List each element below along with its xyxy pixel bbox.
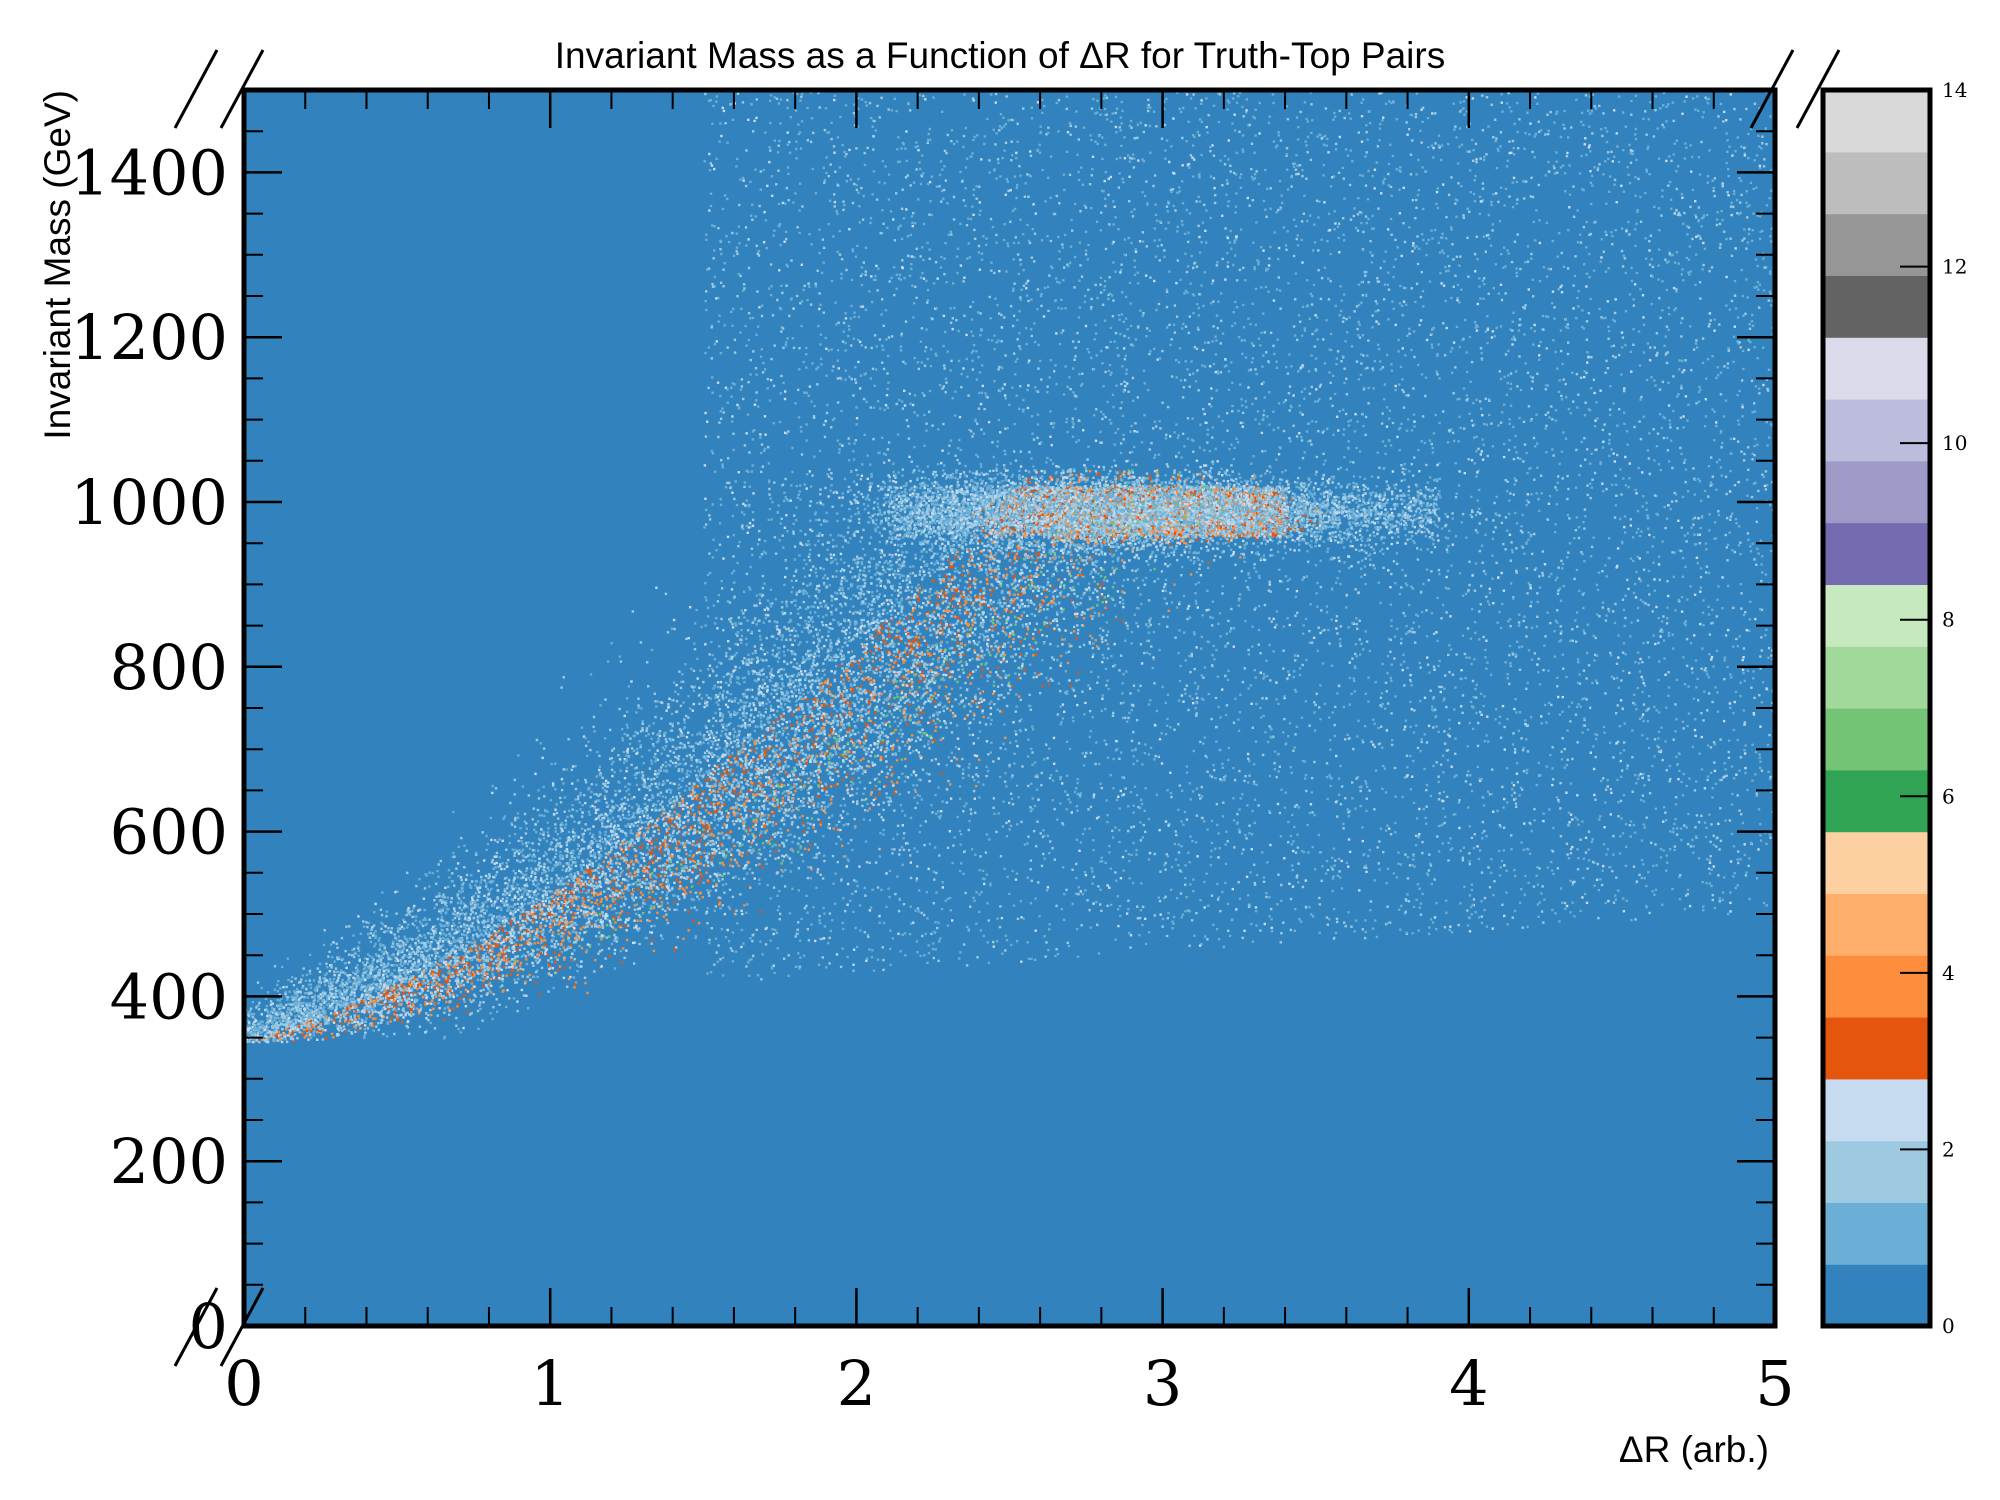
y-axis-label: Invariant Mass (GeV) (37, 90, 78, 440)
colorbar-segment (1823, 770, 1930, 832)
plot-area (244, 90, 1775, 1326)
colorbar-segment (1823, 461, 1930, 523)
y-tick-label: 1200 (70, 301, 228, 374)
colorbar-segment (1823, 646, 1930, 708)
colorbar-tick-label: 14 (1942, 78, 1967, 102)
colorbar-segment (1823, 832, 1930, 894)
colorbar-tick-label: 0 (1942, 1314, 1955, 1338)
colorbar-segment (1823, 1017, 1930, 1079)
colorbar-segment (1823, 523, 1930, 585)
colorbar-tick-label: 12 (1942, 255, 1967, 279)
colorbar-segment (1823, 1264, 1930, 1326)
y-tick-label: 600 (110, 796, 228, 869)
colorbar-tick-label: 4 (1942, 961, 1955, 985)
y-tick-label: 0 (189, 1290, 228, 1363)
colorbar-tick-label: 2 (1942, 1137, 1955, 1161)
colorbar-segment (1823, 337, 1930, 399)
colorbar-segment (1823, 708, 1930, 770)
colorbar-segment (1823, 152, 1930, 214)
colorbar-segment (1823, 275, 1930, 337)
colorbar: 0 2 4 6 8 10 12 14 (1823, 78, 1967, 1338)
colorbar-segment (1823, 90, 1930, 152)
x-tick-label: 4 (1449, 1347, 1488, 1420)
colorbar-segment (1823, 584, 1930, 646)
x-tick-label: 3 (1143, 1347, 1182, 1420)
colorbar-tick-label: 10 (1942, 431, 1967, 455)
chart-title: Invariant Mass as a Function of ΔR for T… (555, 35, 1445, 76)
colorbar-segment (1823, 1079, 1930, 1141)
x-tick-label: 2 (837, 1347, 876, 1420)
colorbar-segment (1823, 955, 1930, 1017)
colorbar-segment (1823, 893, 1930, 955)
x-tick-label: 5 (1755, 1347, 1794, 1420)
colorbar-segment (1823, 399, 1930, 461)
x-tick-label: 1 (530, 1347, 569, 1420)
y-tick-label: 800 (110, 631, 228, 704)
colorbar-tick-label: 8 (1942, 608, 1955, 632)
y-tick-label: 200 (110, 1125, 228, 1198)
x-axis-label: ΔR (arb.) (1619, 1429, 1769, 1470)
x-tick-label: 0 (224, 1347, 263, 1420)
colorbar-tick-label: 6 (1942, 784, 1955, 808)
colorbar-segment (1823, 1202, 1930, 1264)
y-tick-label: 400 (110, 960, 228, 1033)
y-tick-label: 1400 (70, 136, 228, 209)
y-tick-label: 1000 (70, 466, 228, 539)
